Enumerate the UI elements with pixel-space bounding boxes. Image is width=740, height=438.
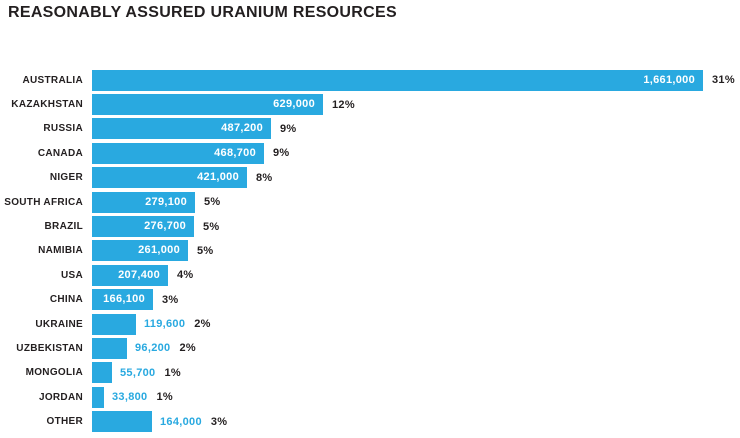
- bar-zone: 96,200 2%: [92, 337, 740, 359]
- bar: 207,400: [92, 264, 168, 286]
- bar-row: USA 207,400 4%: [0, 263, 740, 287]
- bar-zone: 629,000 12%: [92, 94, 740, 116]
- percent-label: 2%: [179, 342, 196, 355]
- percent-label: 5%: [197, 244, 214, 257]
- bar: 487,200: [92, 118, 271, 140]
- value-label: 119,600: [144, 318, 186, 331]
- value-label: 279,100: [145, 195, 187, 208]
- bar-row: JORDAN 33,800 1%: [0, 385, 740, 409]
- bar: [92, 313, 136, 335]
- country-label: CHINA: [49, 294, 83, 306]
- value-label: 55,700: [120, 366, 156, 379]
- bar: 261,000: [92, 240, 188, 262]
- bar-zone: 166,100 3%: [92, 289, 740, 311]
- percent-label: 8%: [256, 171, 273, 184]
- percent-label: 5%: [204, 196, 221, 209]
- bar-row: CANADA 468,700 9%: [0, 141, 740, 165]
- country-label: USA: [60, 269, 83, 281]
- percent-label: 31%: [712, 74, 735, 87]
- bar-zone: 279,100 5%: [92, 191, 740, 213]
- country-label: AUSTRALIA: [22, 74, 83, 86]
- bar: 166,100: [92, 289, 153, 311]
- country-label: SOUTH AFRICA: [4, 196, 83, 208]
- value-label: 276,700: [144, 220, 186, 233]
- value-label: 261,000: [138, 244, 180, 257]
- percent-label: 3%: [210, 415, 228, 428]
- percent-label: 3%: [162, 293, 179, 306]
- country-label: MONGOLIA: [25, 367, 83, 379]
- bar-row: UZBEKISTAN 96,200 2%: [0, 336, 740, 360]
- value-label: 468,700: [214, 146, 256, 159]
- percent-label: 12%: [332, 98, 355, 111]
- bar: [92, 337, 127, 359]
- bar-zone: 207,400 4%: [92, 264, 740, 286]
- bar-row: CHINA 166,100 3%: [0, 288, 740, 312]
- bar-row: AUSTRALIA 1,661,000 31%: [0, 68, 740, 92]
- bar-zone: 421,000 8%: [92, 167, 740, 189]
- percent-label: 9%: [280, 122, 297, 135]
- bar-zone: 55,700 1%: [92, 362, 740, 384]
- bar-row: BRAZIL 276,700 5%: [0, 214, 740, 238]
- country-label: RUSSIA: [43, 123, 83, 135]
- value-label: 421,000: [197, 171, 239, 184]
- bar: [92, 411, 152, 433]
- bar-zone: 164,000 3%: [92, 411, 740, 433]
- percent-label: 1%: [156, 391, 173, 404]
- country-label: KAZAKHSTAN: [11, 99, 83, 111]
- country-label: NIGER: [49, 172, 83, 184]
- percent-label: 1%: [164, 366, 181, 379]
- value-label: 166,100: [103, 293, 145, 306]
- bar-row: NAMIBIA 261,000 5%: [0, 239, 740, 263]
- bar: 421,000: [92, 167, 247, 189]
- bar-row: MONGOLIA 55,700 1%: [0, 361, 740, 385]
- percent-label: 4%: [177, 269, 194, 282]
- value-label: 629,000: [273, 98, 315, 111]
- country-label: NAMIBIA: [38, 245, 83, 257]
- bar-zone: 487,200 9%: [92, 118, 740, 140]
- chart-title: REASONABLY ASSURED URANIUM RESOURCES: [8, 4, 397, 21]
- country-label: UZBEKISTAN: [16, 342, 83, 354]
- value-label: 96,200: [135, 342, 171, 355]
- bar: 276,700: [92, 216, 194, 238]
- value-label: 1,661,000: [643, 73, 695, 86]
- country-label: OTHER: [46, 416, 83, 428]
- bar: [92, 362, 112, 384]
- value-label: 33,800: [112, 391, 148, 404]
- bar-row: NIGER 421,000 8%: [0, 166, 740, 190]
- country-label: CANADA: [37, 147, 83, 159]
- bar: 629,000: [92, 94, 323, 116]
- bar-row: RUSSIA 487,200 9%: [0, 117, 740, 141]
- bar-zone: 261,000 5%: [92, 240, 740, 262]
- bar-chart: AUSTRALIA 1,661,000 31% KAZAKHSTAN 629,0…: [0, 68, 740, 434]
- bar-row: SOUTH AFRICA 279,100 5%: [0, 190, 740, 214]
- percent-label: 5%: [203, 220, 220, 233]
- country-label: JORDAN: [38, 391, 83, 403]
- bar-row: UKRAINE 119,600 2%: [0, 312, 740, 336]
- bar-zone: 33,800 1%: [92, 386, 740, 408]
- country-label: UKRAINE: [35, 318, 83, 330]
- percent-label: 2%: [194, 318, 211, 331]
- bar: 468,700: [92, 142, 264, 164]
- bar-row: OTHER 164,000 3%: [0, 409, 740, 433]
- bar: [92, 386, 104, 408]
- bar-zone: 119,600 2%: [92, 313, 740, 335]
- country-label: BRAZIL: [44, 221, 83, 233]
- value-label: 207,400: [118, 268, 160, 281]
- bar-zone: 468,700 9%: [92, 142, 740, 164]
- value-label: 164,000: [160, 415, 202, 428]
- bar: 279,100: [92, 191, 195, 213]
- bar-zone: 276,700 5%: [92, 216, 740, 238]
- bar-zone: 1,661,000 31%: [92, 69, 740, 91]
- bar: 1,661,000: [92, 69, 703, 91]
- bar-row: KAZAKHSTAN 629,000 12%: [0, 92, 740, 116]
- percent-label: 9%: [273, 147, 290, 160]
- value-label: 487,200: [221, 122, 263, 135]
